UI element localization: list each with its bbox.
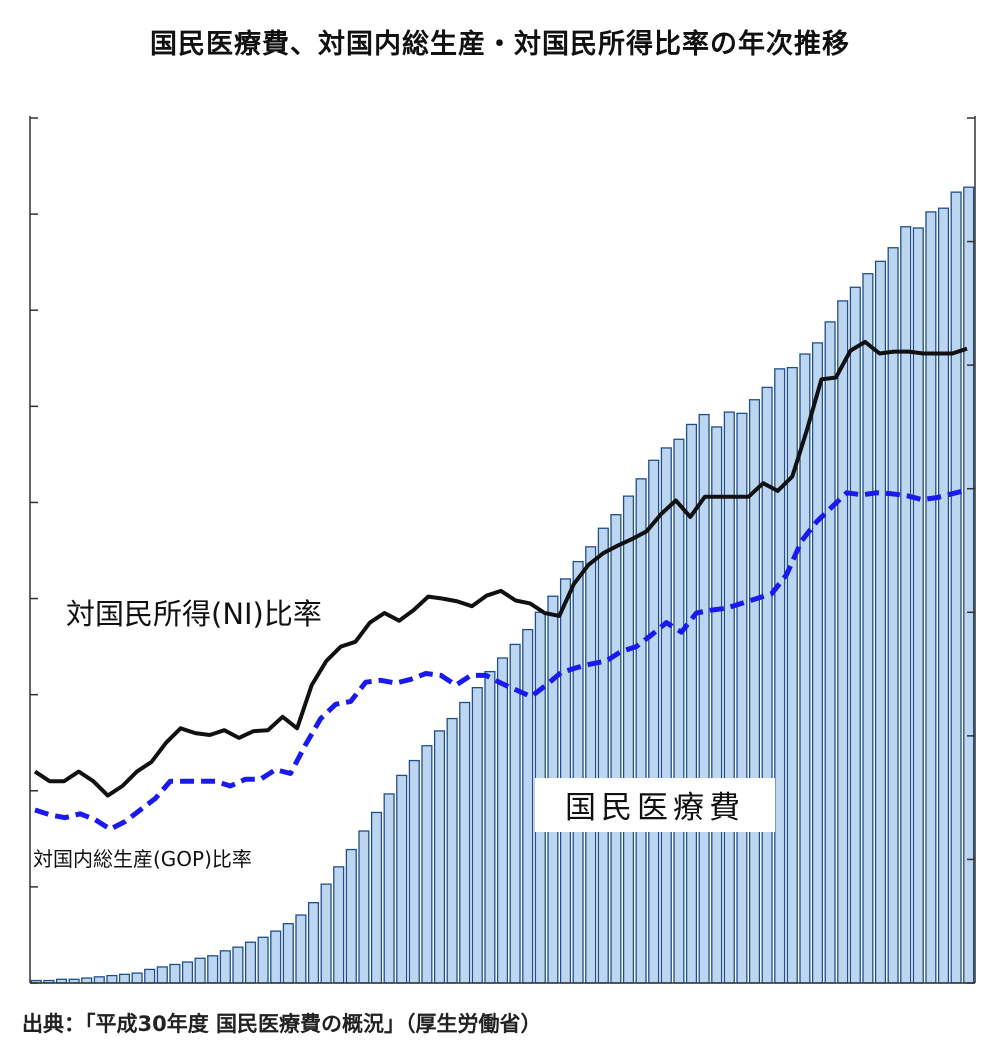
bar bbox=[219, 950, 231, 984]
source-note: 出典：「平成30年度 国民医療費の概況」（厚生労働省） bbox=[22, 1012, 542, 1036]
chart-title: 国民医療費、対国内総生産・対国民所得比率の年次推移 bbox=[150, 29, 850, 60]
bar bbox=[93, 976, 105, 984]
bar bbox=[169, 963, 181, 984]
bar bbox=[496, 657, 509, 984]
gdp-ratio-label: 対国内総生産(GOP)比率 bbox=[33, 847, 252, 871]
bar bbox=[484, 670, 496, 984]
bar bbox=[118, 973, 131, 984]
bar bbox=[900, 226, 912, 984]
bar bbox=[660, 447, 672, 984]
medical-cost-label-box bbox=[535, 778, 775, 832]
bar bbox=[345, 848, 357, 984]
bar bbox=[358, 830, 370, 984]
labels-layer: 対国民所得(NI)比率 対国内総生産(GOP)比率 国民医療費 bbox=[33, 597, 775, 871]
bar bbox=[736, 412, 748, 984]
bar bbox=[396, 774, 408, 984]
bar bbox=[244, 941, 257, 984]
gdp-ratio-line bbox=[34, 487, 968, 832]
bar bbox=[106, 974, 118, 984]
bar bbox=[522, 628, 534, 984]
bar bbox=[824, 321, 836, 984]
ni-ratio-label: 対国民所得(NI)比率 bbox=[66, 597, 322, 631]
bar bbox=[572, 560, 584, 984]
bar bbox=[711, 426, 723, 984]
lines-layer bbox=[33, 339, 968, 832]
bar bbox=[622, 495, 635, 984]
bar bbox=[156, 966, 168, 984]
bar bbox=[270, 930, 282, 984]
bar bbox=[232, 946, 244, 984]
bar bbox=[433, 730, 446, 984]
bar bbox=[849, 286, 861, 984]
bar bbox=[950, 191, 962, 984]
axes-layer bbox=[29, 116, 976, 984]
bar bbox=[837, 300, 849, 984]
bar bbox=[963, 186, 975, 984]
bar bbox=[421, 745, 433, 984]
medical-cost-label: 国民医療費 bbox=[565, 790, 745, 826]
bar bbox=[648, 459, 660, 984]
bar bbox=[207, 955, 219, 984]
bar bbox=[635, 478, 647, 984]
bar bbox=[937, 207, 950, 984]
bar bbox=[131, 972, 143, 984]
bar bbox=[383, 793, 395, 984]
bar bbox=[610, 514, 622, 984]
bar bbox=[307, 902, 320, 984]
bar bbox=[811, 342, 824, 984]
bar bbox=[446, 717, 458, 984]
bar bbox=[295, 914, 307, 984]
bar bbox=[887, 247, 899, 984]
bar bbox=[408, 759, 420, 984]
bar bbox=[912, 227, 924, 984]
bar bbox=[144, 968, 156, 984]
bar bbox=[874, 260, 887, 984]
bar bbox=[774, 368, 786, 984]
bar bbox=[370, 811, 383, 984]
ni-ratio-line bbox=[33, 339, 968, 798]
bar bbox=[459, 701, 471, 984]
bar bbox=[585, 546, 597, 984]
bar bbox=[509, 643, 521, 984]
bar bbox=[471, 687, 483, 984]
bar bbox=[320, 883, 332, 984]
bar bbox=[282, 923, 294, 984]
bar bbox=[333, 866, 345, 984]
bar bbox=[862, 273, 874, 984]
bar bbox=[194, 957, 206, 984]
bar bbox=[597, 527, 609, 984]
bar bbox=[925, 211, 937, 984]
bar bbox=[257, 936, 269, 984]
bar bbox=[761, 386, 773, 984]
bar bbox=[673, 438, 685, 984]
bar bbox=[181, 961, 194, 984]
